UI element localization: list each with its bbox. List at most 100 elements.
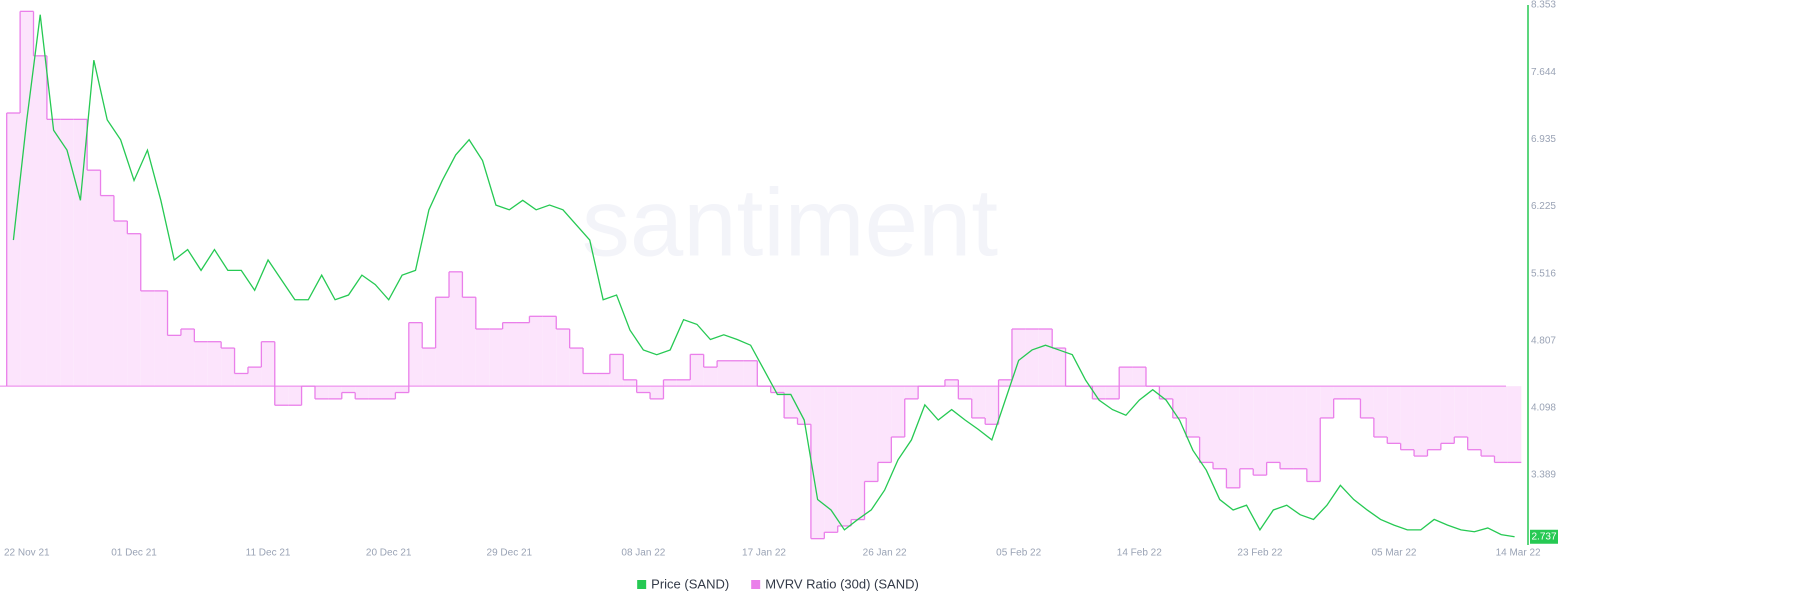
mvrv-area — [1360, 386, 1374, 418]
mvrv-area — [1400, 386, 1415, 450]
mvrv-area — [1347, 386, 1361, 399]
mvrv-area — [87, 170, 101, 387]
mvrv-area — [1494, 386, 1508, 463]
mvrv-area — [1105, 386, 1120, 399]
mvrv-area — [1052, 348, 1066, 387]
legend-swatch — [751, 580, 761, 589]
mvrv-area — [730, 360, 744, 387]
x-tick-label: 23 Feb 22 — [1237, 548, 1282, 559]
mvrv-area — [33, 55, 47, 387]
mvrv-area — [516, 322, 530, 387]
y-tick-label: 6.935 — [1531, 134, 1556, 145]
mvrv-area — [1481, 386, 1495, 457]
mvrv-area — [904, 386, 919, 399]
mvrv-area — [1213, 386, 1227, 469]
mvrv-area — [1306, 386, 1321, 482]
mvrv-area — [690, 354, 704, 387]
mvrv-area — [382, 386, 396, 399]
mvrv-area — [542, 316, 557, 387]
mvrv-area — [502, 322, 517, 387]
mvrv-area — [368, 386, 382, 399]
mvrv-area — [395, 386, 409, 393]
mvrv-area — [449, 271, 463, 387]
y-tick-label: 3.389 — [1531, 470, 1556, 481]
last-value-box — [1530, 529, 1558, 544]
mvrv-area — [1387, 386, 1401, 444]
y-tick-label: 6.225 — [1531, 201, 1556, 212]
mvrv-area — [180, 329, 195, 387]
mvrv-area — [944, 379, 959, 387]
mvrv-area — [1507, 386, 1522, 463]
legend-swatch — [637, 580, 647, 589]
mvrv-area — [1199, 386, 1214, 463]
mvrv-area — [1038, 329, 1053, 387]
mvrv-area — [837, 386, 852, 526]
mvrv-area — [140, 290, 155, 387]
mvrv-area — [609, 354, 624, 387]
mvrv-area — [1025, 329, 1039, 387]
mvrv-area — [341, 386, 356, 393]
mvrv-area — [556, 329, 570, 387]
mvrv-area — [529, 316, 543, 387]
mvrv-area — [864, 386, 878, 482]
mvrv-area — [1440, 386, 1455, 444]
mvrv-area — [596, 373, 610, 387]
mvrv-area — [663, 379, 677, 387]
mvrv-area — [435, 297, 450, 387]
mvrv-area — [891, 386, 905, 437]
x-tick-label: 05 Feb 22 — [996, 548, 1041, 559]
mvrv-area — [422, 348, 436, 387]
mvrv-area — [1280, 386, 1294, 469]
mvrv-area — [154, 290, 168, 387]
x-tick-label: 14 Mar 22 — [1496, 548, 1541, 559]
mvrv-area — [998, 379, 1012, 387]
mvrv-area — [1239, 386, 1254, 469]
mvrv-area — [247, 367, 262, 387]
x-tick-label: 05 Mar 22 — [1371, 548, 1416, 559]
mvrv-area — [73, 119, 88, 387]
mvrv-area — [583, 373, 597, 387]
mvrv-area — [261, 341, 275, 387]
mvrv-area — [234, 373, 248, 387]
mvrv-area — [1186, 386, 1200, 437]
mvrv-area — [623, 379, 637, 387]
mvrv-area — [985, 386, 999, 425]
mvrv-area — [717, 360, 731, 387]
mvrv-area — [824, 386, 838, 533]
mvrv-area — [743, 360, 758, 387]
mvrv-area — [475, 329, 490, 387]
mvrv-area — [810, 386, 825, 539]
mvrv-area — [6, 113, 21, 387]
x-tick-label: 20 Dec 21 — [366, 548, 412, 559]
mvrv-area — [207, 341, 222, 387]
legend-label: Price (SAND) — [651, 576, 729, 591]
price-line — [12, 14, 1515, 538]
x-tick-label: 14 Feb 22 — [1117, 548, 1162, 559]
mvrv-area — [113, 221, 128, 387]
last-value-label: 2.737 — [1531, 531, 1556, 542]
mvrv-area — [274, 386, 289, 406]
mvrv-area — [1414, 386, 1428, 457]
mvrv-area — [1266, 386, 1281, 463]
mvrv-area — [355, 386, 369, 399]
mvrv-area — [20, 11, 34, 387]
watermark: santiment — [582, 169, 998, 276]
y-tick-label: 8.353 — [1531, 0, 1556, 11]
mvrv-area — [1293, 386, 1307, 469]
mvrv-area — [636, 386, 651, 393]
legend-label: MVRV Ratio (30d) (SAND) — [765, 576, 919, 591]
mvrv-area — [314, 386, 329, 399]
mvrv-area — [1427, 386, 1441, 450]
mvrv-area — [1119, 367, 1133, 387]
mvrv-area — [1172, 386, 1187, 418]
x-tick-label: 29 Dec 21 — [487, 548, 533, 559]
mvrv-area — [1253, 386, 1267, 476]
mvrv-area — [1467, 386, 1482, 450]
mvrv-area — [650, 386, 664, 399]
mvrv-area — [797, 386, 811, 425]
x-tick-label: 08 Jan 22 — [621, 548, 665, 559]
mvrv-area — [676, 379, 691, 387]
mvrv-area — [851, 386, 865, 520]
